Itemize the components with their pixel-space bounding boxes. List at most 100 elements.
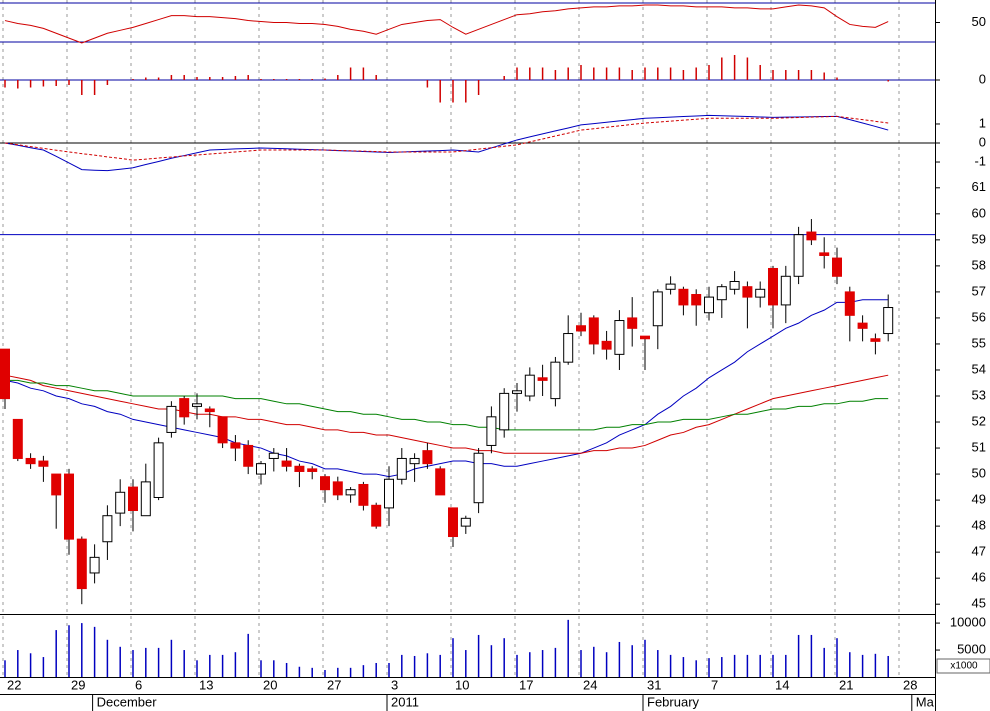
- candle-body: [537, 377, 548, 381]
- x-tick-label: 20: [263, 677, 277, 692]
- candle-body: [524, 374, 535, 397]
- candle-body: [844, 291, 855, 316]
- candle-body: [460, 517, 471, 527]
- y-tick-label: 48: [972, 518, 986, 533]
- candle-body: [371, 504, 382, 527]
- candle-body: [38, 460, 49, 467]
- candle-body: [192, 403, 202, 407]
- y-tick-label: 0: [979, 134, 986, 149]
- x-group-label: 2011: [391, 694, 419, 709]
- y-unit-label: x1000: [950, 661, 978, 672]
- candle-body: [678, 288, 689, 306]
- y-tick-label: 51: [972, 439, 986, 454]
- y-tick-label: 10000: [950, 615, 986, 630]
- y-tick-label: 54: [972, 361, 986, 376]
- y-tick-label: 58: [972, 257, 986, 272]
- y-tick-label: 60: [972, 205, 986, 220]
- candle-body: [89, 556, 100, 574]
- candle-body: [576, 325, 586, 332]
- candle-body: [51, 473, 62, 496]
- candle-body: [486, 416, 497, 446]
- candle-body: [217, 416, 228, 444]
- candle-body: [294, 465, 305, 472]
- candle-body: [857, 322, 868, 329]
- x-group-label: February: [647, 694, 700, 709]
- x-tick-label: 6: [135, 677, 142, 692]
- y-tick-label: 55: [972, 335, 986, 350]
- x-group-label: Ma: [916, 694, 935, 709]
- series-line: [4, 4, 889, 44]
- y-tick-label: 46: [972, 570, 986, 585]
- y-tick-label: 61: [972, 179, 986, 194]
- candle-body: [768, 267, 778, 306]
- y-tick-label: 49: [972, 492, 986, 507]
- series-line: [4, 114, 889, 172]
- candle-body: [742, 286, 753, 298]
- y-tick-label: 1: [979, 115, 986, 130]
- candle-body: [204, 408, 215, 413]
- candle-body: [883, 307, 894, 335]
- y-tick-label: 50: [972, 14, 986, 29]
- candle-body: [704, 296, 714, 314]
- candle-body: [243, 444, 254, 467]
- candle-body: [320, 476, 330, 491]
- candle-body: [832, 257, 842, 277]
- candle-body: [550, 361, 561, 400]
- y-tick-label: 45: [972, 596, 986, 611]
- candle-body: [0, 348, 10, 400]
- candle-body: [25, 457, 36, 465]
- x-tick-label: 14: [775, 677, 789, 692]
- candle-body: [153, 442, 164, 498]
- candle-body: [332, 481, 343, 496]
- candle-body: [473, 452, 484, 504]
- candle-body: [819, 252, 830, 256]
- candle-body: [435, 468, 446, 496]
- candle-body: [256, 463, 266, 475]
- x-tick-label: 21: [839, 677, 853, 692]
- y-tick-label: 57: [972, 283, 986, 298]
- candle-body: [793, 234, 804, 277]
- series-line: [5, 379, 889, 431]
- x-tick-label: 3: [391, 677, 398, 692]
- y-tick-label: 0: [979, 71, 986, 86]
- y-tick-label: 50: [972, 466, 986, 481]
- y-tick-label: 56: [972, 309, 986, 324]
- x-tick-label: 22: [7, 677, 21, 692]
- candle-body: [179, 398, 190, 418]
- candle-body: [640, 335, 650, 340]
- candle-body: [588, 317, 599, 345]
- y-tick-label: -1: [974, 153, 986, 168]
- x-tick-label: 13: [199, 677, 213, 692]
- candle-body: [870, 338, 881, 342]
- candle-body: [281, 460, 292, 467]
- candle-body: [12, 418, 23, 459]
- candle-body: [64, 473, 74, 540]
- candle-body: [102, 515, 113, 543]
- candle-body: [345, 489, 356, 496]
- candle-body: [448, 507, 458, 538]
- candle-body: [755, 288, 766, 298]
- candle-body: [140, 481, 151, 517]
- candle-body: [499, 392, 510, 431]
- candle-body: [230, 442, 241, 449]
- candle-body: [652, 291, 663, 327]
- y-tick-label: 59: [972, 231, 986, 246]
- y-tick-label: 47: [972, 544, 986, 559]
- y-tick-label: 5000: [957, 641, 986, 656]
- candle-body: [627, 317, 638, 329]
- candle-body: [358, 483, 369, 506]
- x-group-label: December: [97, 694, 158, 709]
- candle-body: [601, 340, 612, 350]
- candle-body: [128, 486, 138, 512]
- x-tick-label: 10: [455, 677, 469, 692]
- candle-body: [166, 405, 177, 433]
- candle-body: [563, 333, 574, 363]
- x-tick-label: 17: [519, 677, 533, 692]
- series-line: [4, 115, 889, 161]
- candle-body: [409, 457, 420, 465]
- y-unit-box: [936, 658, 990, 674]
- candle-body: [614, 320, 625, 355]
- y-tick-label: 53: [972, 387, 986, 402]
